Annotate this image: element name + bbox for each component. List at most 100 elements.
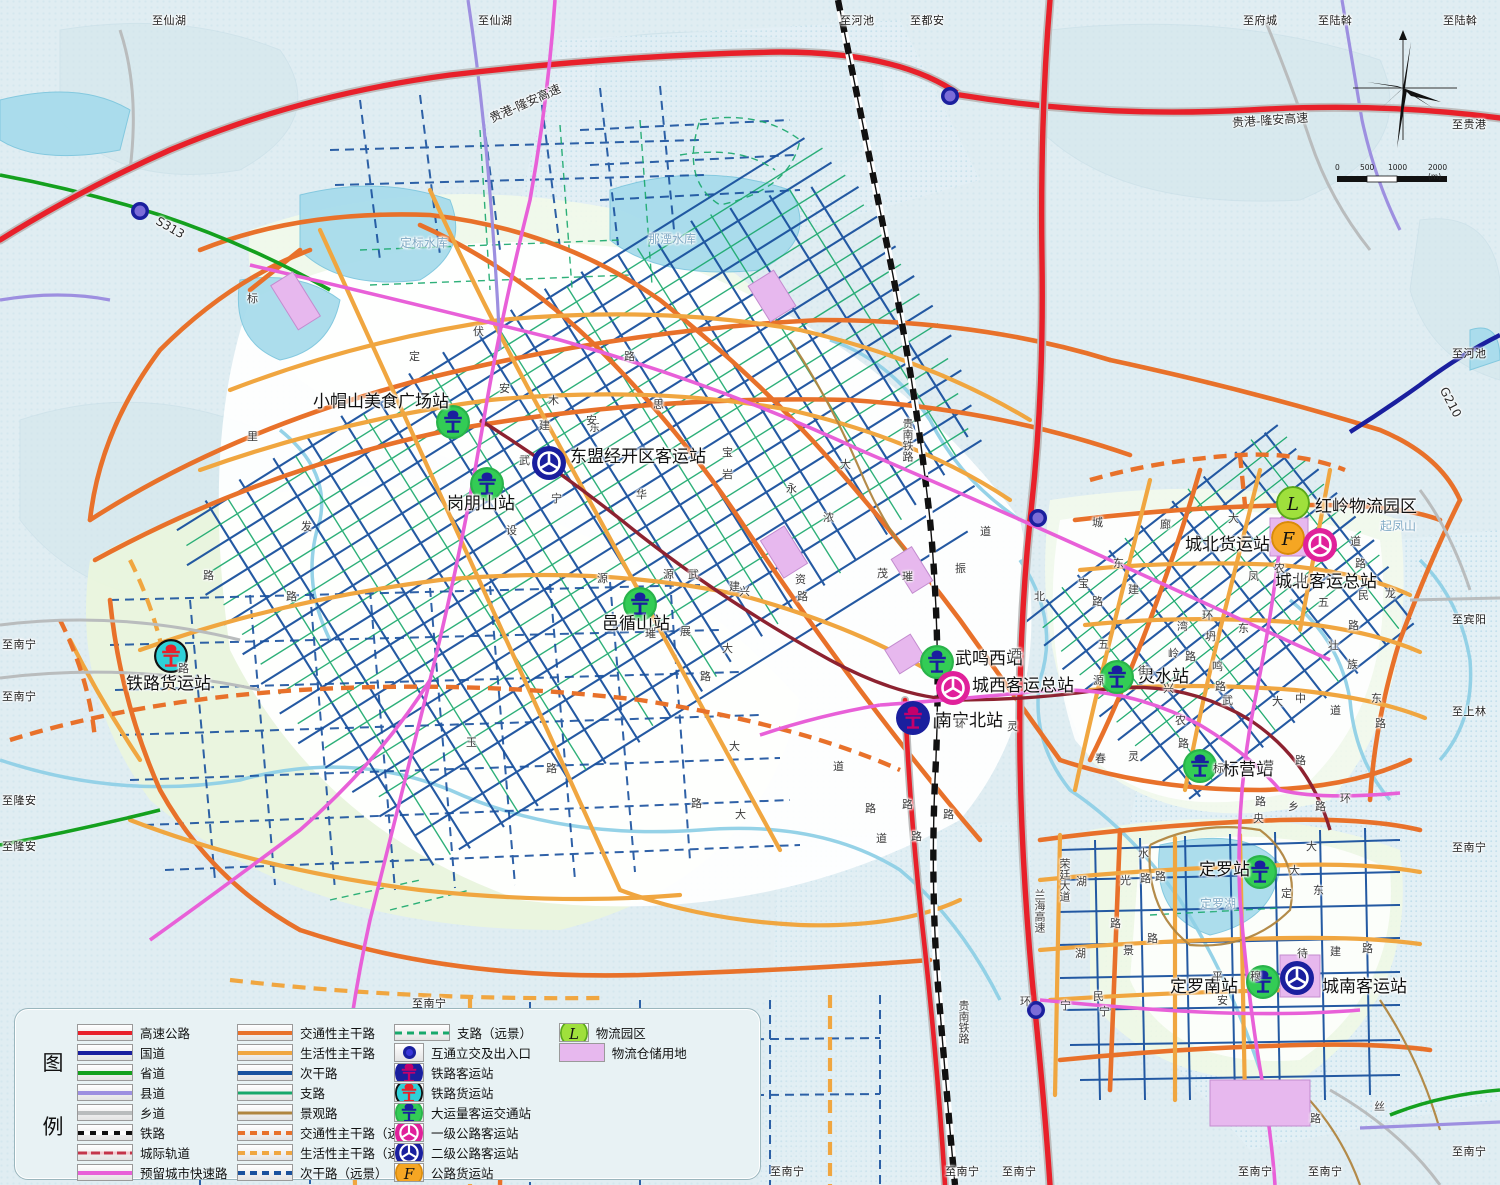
station-marker-gaipengshan[interactable] (470, 467, 504, 501)
legend-panel: 图 例 高速公路 国道 省道 县道 乡道 铁路 城际轨道 预留城市快速路 交通性… (14, 1008, 761, 1182)
legend-label: 省道 (140, 1066, 166, 1081)
legend-label: 生活性主干路 (300, 1046, 376, 1061)
station-marker-dingluonan[interactable] (1246, 965, 1280, 999)
scale-tick-0: 0 (1335, 163, 1340, 172)
legend-label: 预留城市快速路 (140, 1166, 228, 1181)
legend-item-2-6: 交通性主干路（远景） (237, 1123, 425, 1142)
legend-symbol-line (237, 1044, 294, 1061)
legend-label: 次干路（远景） (300, 1166, 388, 1181)
legend-item-2-3: 次干路 (237, 1063, 392, 1082)
legend-item-3-8: F 公路货运站 (394, 1163, 557, 1182)
legend-symbol-line (394, 1024, 451, 1041)
legend-symbol-line (237, 1064, 294, 1081)
legend-label: 交通性主干路 (300, 1026, 376, 1041)
station-marker-chengnan[interactable] (1280, 961, 1314, 995)
station-marker-chengxi[interactable] (936, 671, 970, 705)
legend-column-3: 支路（远景） 互通立交及出入口 铁路客运站 铁路货运站 大运量客运交通站 一级公… (394, 1019, 557, 1182)
legend-road-freight-icon: F (394, 1163, 425, 1182)
legend-symbol-line (77, 1104, 133, 1121)
scale-tick-2000: 2000 (m) (1428, 163, 1448, 181)
legend-item-4-1: L 物流园区 (558, 1023, 754, 1042)
legend-item-3-5: 大运量客运交通站 (394, 1103, 557, 1122)
legend-symbol-line (237, 1104, 294, 1121)
legend-title-char-1: 图 (42, 1051, 64, 1075)
legend-column-4: L 物流园区物流仓储用地 (558, 1019, 754, 1175)
legend-item-3-6: 一级公路客运站 (394, 1123, 557, 1142)
legend-symbol-line (237, 1144, 294, 1161)
legend-symbol-line (77, 1024, 133, 1041)
legend-item-3-4: 铁路货运站 (394, 1083, 557, 1102)
legend-rail-passenger-icon (394, 1063, 425, 1082)
station-marker-tielu-huoyun[interactable] (154, 639, 188, 673)
legend-symbol-line (77, 1064, 133, 1081)
legend-label: 铁路客运站 (431, 1066, 494, 1081)
legend-item-1-2: 国道 (77, 1043, 235, 1062)
legend-symbol-line (237, 1124, 294, 1141)
station-marker-chengbeike[interactable] (1303, 528, 1337, 562)
legend-label: 大运量客运交通站 (431, 1106, 532, 1121)
legend-item-2-7: 生活性主干路（远景） (237, 1143, 425, 1162)
scale-tick-1000: 1000 (1388, 163, 1408, 172)
legend-label: 二级公路客运站 (431, 1146, 519, 1161)
svg-text:F: F (1281, 529, 1296, 550)
legend-item-4-2: 物流仓储用地 (558, 1043, 754, 1062)
legend-label: 乡道 (140, 1106, 166, 1121)
legend-label: 公路货运站 (431, 1166, 494, 1181)
scale-tick-500: 500 (1360, 163, 1375, 172)
legend-symbol-line (237, 1084, 294, 1101)
legend-item-2-8: 次干路（远景） (237, 1163, 392, 1182)
station-marker-hongling[interactable]: L (1276, 486, 1310, 520)
legend-label: 物流仓储用地 (611, 1046, 687, 1061)
legend-column-1: 高速公路 国道 省道 县道 乡道 铁路 城际轨道 预留城市快速路 (77, 1019, 235, 1181)
station-marker-wumingxi[interactable] (920, 645, 954, 679)
legend-symbol-line (77, 1144, 133, 1161)
legend-label: 一级公路客运站 (431, 1126, 519, 1141)
legend-item-1-7: 城际轨道 (77, 1143, 235, 1162)
station-marker-chengbeihuo[interactable]: F (1271, 521, 1305, 555)
legend-label: 铁路货运站 (431, 1086, 494, 1101)
legend-label: 县道 (140, 1086, 166, 1101)
legend-label: 物流园区 (595, 1026, 646, 1041)
legend-item-1-5: 乡道 (77, 1103, 235, 1122)
legend-label: 次干路 (300, 1066, 338, 1081)
legend-item-2-2: 生活性主干路 (237, 1043, 392, 1062)
legend-label: 支路（远景） (457, 1026, 533, 1041)
station-marker-dongmeng[interactable] (532, 446, 566, 480)
station-marker-yixunshan[interactable] (623, 587, 657, 621)
legend-swatch-logistics-land (558, 1043, 605, 1062)
legend-item-2-4: 支路 (237, 1083, 392, 1102)
legend-symbol-line (77, 1044, 133, 1061)
legend-item-1-1: 高速公路 (77, 1023, 235, 1042)
legend-title: 图 例 (33, 1031, 73, 1159)
legend-item-2-1: 交通性主干路 (237, 1023, 392, 1042)
legend-symbol-railway (77, 1124, 133, 1141)
station-marker-nanningbei[interactable] (896, 701, 930, 735)
legend-item-1-3: 省道 (77, 1063, 235, 1082)
legend-item-3-2: 互通立交及出入口 (394, 1043, 557, 1062)
legend-bus1-icon (394, 1123, 425, 1142)
legend-bus2-icon (394, 1143, 425, 1162)
station-marker-xiaomaoshan[interactable] (436, 405, 470, 439)
svg-text:L: L (568, 1025, 579, 1042)
legend-label: 互通立交及出入口 (431, 1046, 532, 1061)
legend-label: 生活性主干路（远景） (300, 1146, 426, 1161)
scale-bar: 0 500 1000 2000 (m) (1333, 163, 1461, 187)
legend-label: 高速公路 (140, 1026, 191, 1041)
legend-label: 铁路 (140, 1126, 166, 1141)
legend-title-char-2: 例 (42, 1115, 64, 1139)
svg-text:F: F (403, 1165, 415, 1182)
legend-item-3-1: 支路（远景） (394, 1023, 557, 1042)
legend-label: 国道 (140, 1046, 166, 1061)
legend-label: 交通性主干路（远景） (300, 1126, 426, 1141)
station-marker-dingluo[interactable] (1243, 855, 1277, 889)
legend-logistics-icon: L (558, 1023, 589, 1042)
legend-symbol-line (237, 1164, 294, 1181)
legend-symbol-line (77, 1164, 133, 1181)
legend-item-1-6: 铁路 (77, 1123, 235, 1142)
station-marker-biaoying[interactable] (1183, 749, 1217, 783)
legend-rail-freight-icon (394, 1083, 425, 1102)
station-marker-lingshui[interactable] (1100, 660, 1134, 694)
svg-text:L: L (1286, 494, 1299, 515)
